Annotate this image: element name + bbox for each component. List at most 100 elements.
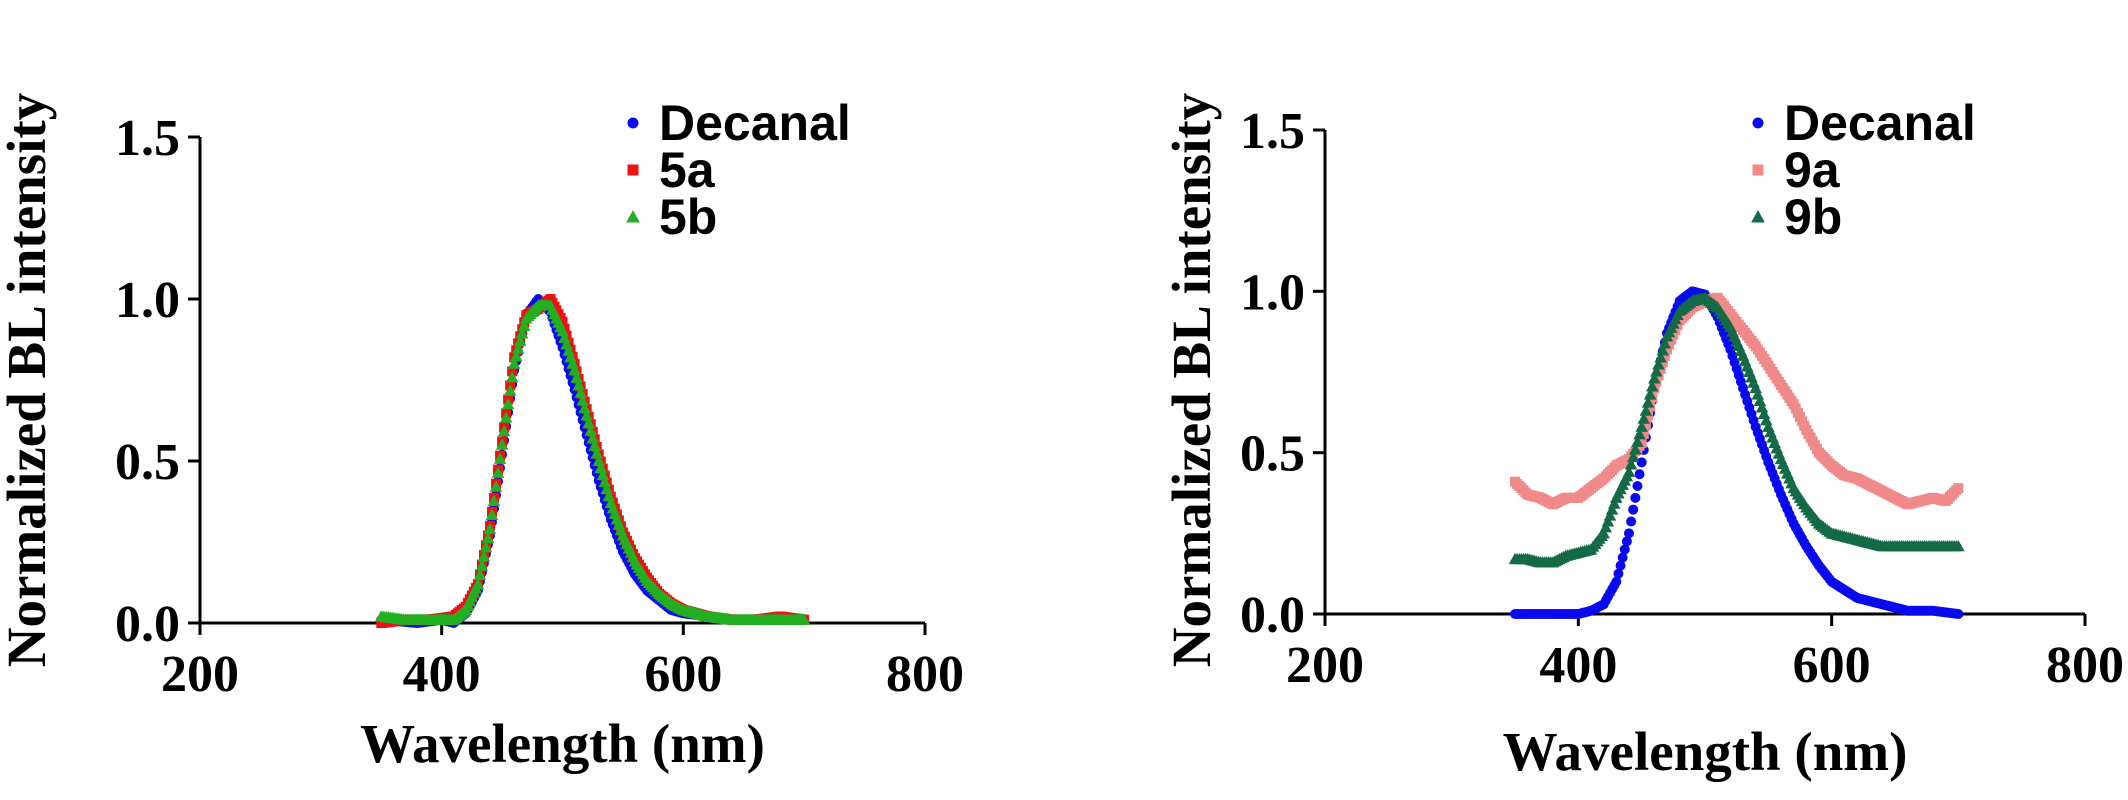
data-point <box>471 577 485 590</box>
data-point <box>497 425 511 437</box>
data-point <box>1617 552 1628 563</box>
data-point <box>1638 428 1649 439</box>
data-point <box>1632 481 1643 492</box>
data-point <box>495 438 509 450</box>
data-point <box>483 522 497 535</box>
data-point <box>1640 419 1651 430</box>
series-Decanal <box>1510 286 1964 619</box>
data-point <box>1641 396 1655 408</box>
legend-marker <box>1752 117 1764 129</box>
data-point <box>1648 372 1661 384</box>
legend-marker <box>1751 210 1765 223</box>
data-point <box>1615 560 1626 571</box>
series-9a <box>1510 292 1964 510</box>
data-point <box>515 327 529 339</box>
data-point <box>1658 337 1672 349</box>
y-tick-label: 0.5 <box>115 434 180 491</box>
legend-label: 5a <box>659 142 716 198</box>
x-tick-label: 600 <box>644 646 722 703</box>
data-point <box>485 508 499 520</box>
x-tick-label: 400 <box>1539 637 1617 694</box>
data-point <box>1659 350 1670 361</box>
data-point <box>1624 528 1634 539</box>
data-point <box>576 394 589 406</box>
data-point <box>560 338 573 350</box>
data-point <box>473 568 487 580</box>
data-point <box>1636 437 1647 448</box>
data-point <box>1630 492 1641 503</box>
data-point <box>1952 539 1965 552</box>
data-point <box>562 344 575 356</box>
x-tick-label: 800 <box>2046 637 2124 694</box>
data-point <box>1605 503 1619 515</box>
legend-marker <box>1752 164 1764 176</box>
data-point <box>602 489 616 502</box>
x-axis-label: Wavelength (nm) <box>1503 721 1908 782</box>
data-point <box>479 541 493 553</box>
y-tick-label: 1.5 <box>115 110 180 167</box>
x-tick-label: 200 <box>1286 637 1364 694</box>
data-point <box>1624 458 1638 470</box>
x-axis-label: Wavelength (nm) <box>360 713 765 774</box>
y-tick-label: 0.5 <box>1240 426 1305 483</box>
legend-label: Decanal <box>1784 95 1976 151</box>
series-9b <box>1508 291 1965 568</box>
data-point <box>1953 609 1964 619</box>
data-point <box>564 351 577 363</box>
data-point <box>481 531 495 544</box>
data-point <box>475 559 489 571</box>
legend-marker <box>627 117 639 129</box>
data-point <box>503 384 517 396</box>
legend-label: Decanal <box>659 95 851 151</box>
data-point <box>513 334 527 347</box>
data-point <box>491 466 505 478</box>
data-point <box>570 371 583 383</box>
y-axis-label: Normalized BL intensity <box>0 93 57 667</box>
data-point <box>1599 521 1613 533</box>
y-axis-label: Normalized BL intensity <box>1161 93 1222 667</box>
data-point <box>505 371 519 383</box>
data-point <box>572 379 585 391</box>
data-point <box>1611 576 1622 587</box>
data-point <box>1626 450 1640 462</box>
data-point <box>487 494 501 506</box>
data-point <box>477 550 491 562</box>
data-point <box>509 349 523 362</box>
legend-label: 9b <box>1784 189 1842 245</box>
series-Decanal <box>376 294 810 628</box>
y-tick-label: 1.0 <box>115 272 180 329</box>
x-tick-label: 800 <box>886 646 964 703</box>
data-point <box>1652 358 1665 370</box>
data-point <box>1645 380 1659 392</box>
data-point <box>1656 344 1670 356</box>
data-point <box>501 398 515 410</box>
data-point <box>489 480 503 492</box>
data-point <box>586 432 599 444</box>
data-point <box>590 447 603 459</box>
legend-label: 5b <box>659 189 717 245</box>
chart-panel-1: 0.0 0.5 1.0 1.5 200 400 600 800 Wavelength (nm) N… <box>0 93 964 774</box>
data-point <box>1626 516 1637 527</box>
data-point <box>568 364 581 376</box>
data-point <box>1953 483 1964 494</box>
data-point <box>1635 420 1648 432</box>
data-point <box>1636 457 1647 468</box>
legend-label: 9a <box>1784 142 1841 198</box>
data-point <box>1643 388 1657 400</box>
data-point <box>582 416 595 429</box>
x-tick-label: 600 <box>1793 637 1871 694</box>
data-point <box>1633 428 1646 440</box>
data-point <box>596 468 610 481</box>
data-point <box>1613 568 1624 579</box>
data-point <box>598 475 612 488</box>
data-point <box>1634 469 1645 480</box>
series-5b <box>375 299 811 625</box>
x-tick-label: 400 <box>403 646 481 703</box>
data-point <box>1601 515 1615 527</box>
data-point <box>574 386 587 398</box>
y-tick-label: 0.0 <box>1240 587 1305 644</box>
data-point <box>580 409 593 421</box>
x-tick-label: 200 <box>161 646 239 703</box>
data-point <box>1619 544 1630 555</box>
